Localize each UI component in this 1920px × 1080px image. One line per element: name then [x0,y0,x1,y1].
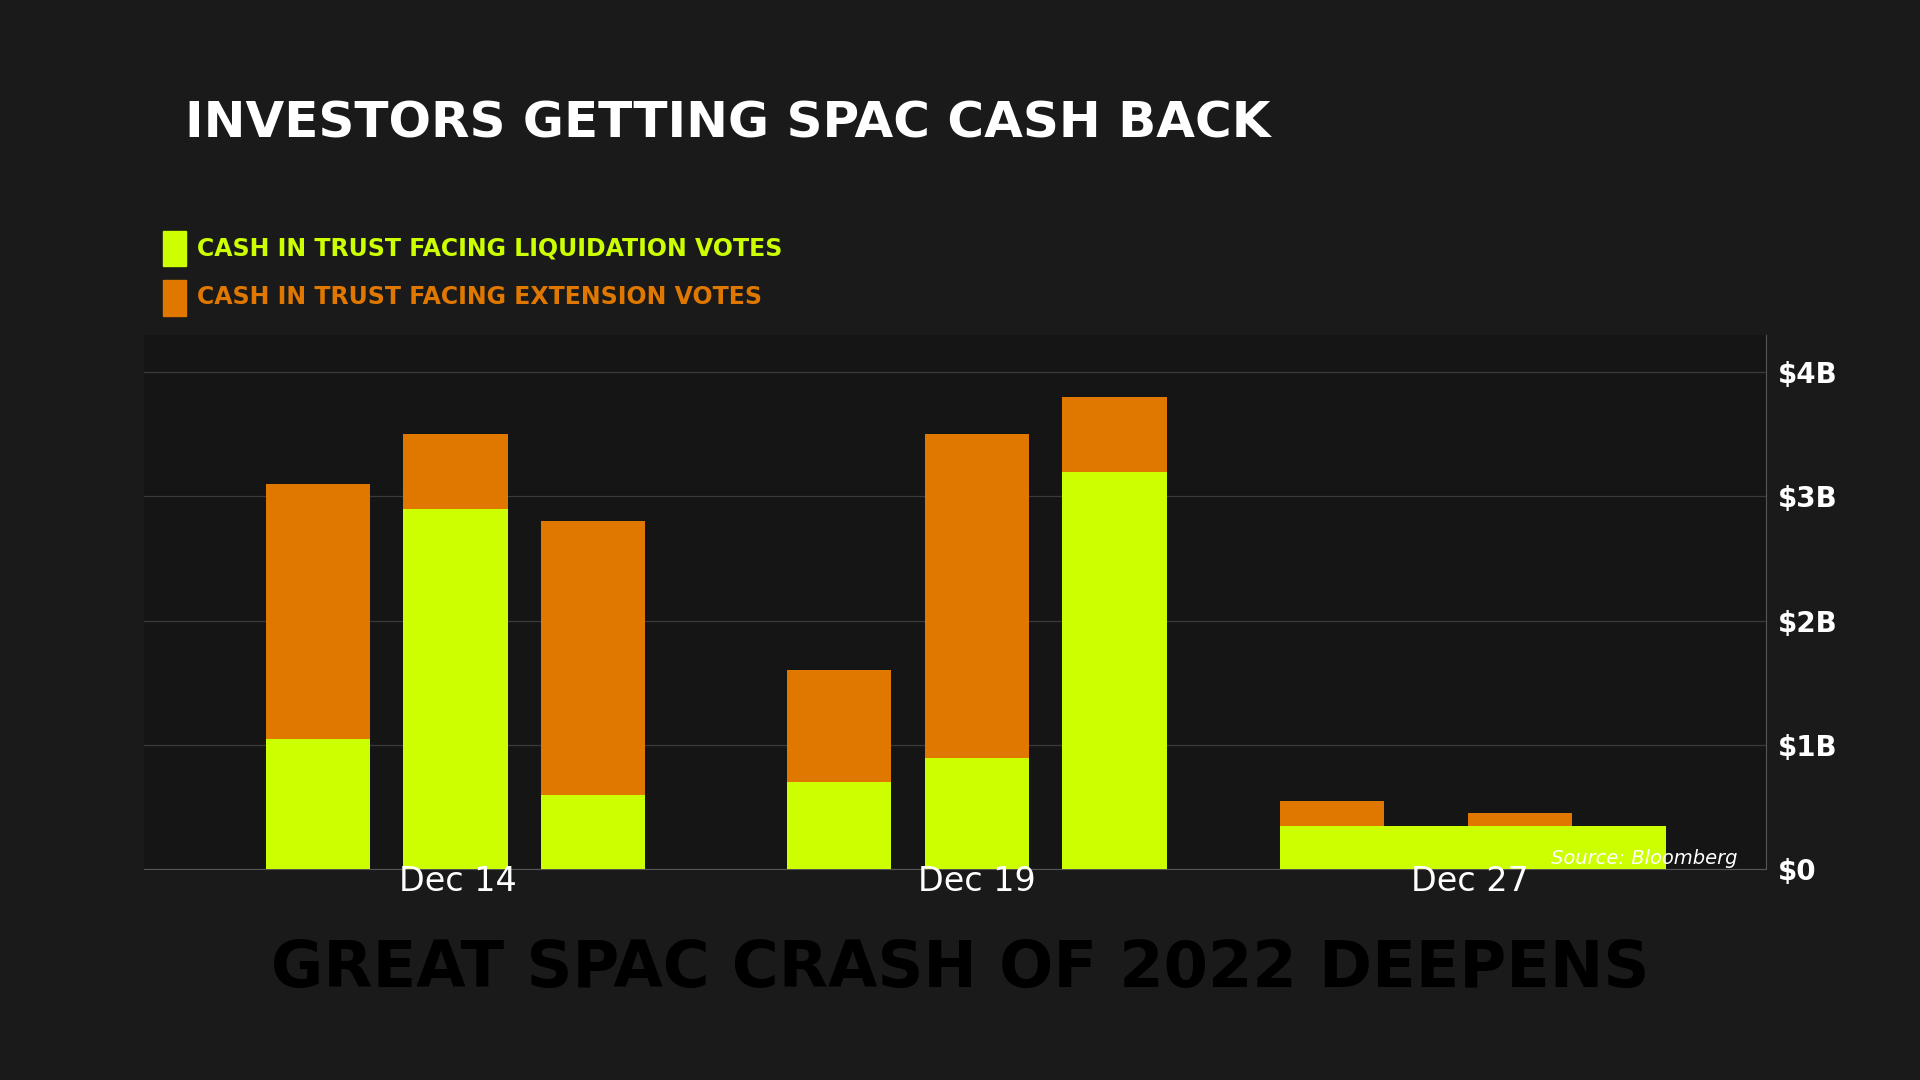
Bar [1563,826,1667,869]
Text: CASH IN TRUST FACING LIQUIDATION VOTES: CASH IN TRUST FACING LIQUIDATION VOTES [198,237,781,260]
Text: Dec 27: Dec 27 [1411,865,1528,897]
Bar [1279,801,1384,826]
Bar [403,509,507,869]
Text: Dec 14: Dec 14 [399,865,516,897]
Bar [541,522,645,795]
Bar [541,795,645,869]
Text: CASH IN TRUST FACING EXTENSION VOTES: CASH IN TRUST FACING EXTENSION VOTES [198,285,762,309]
Text: Source: Bloomberg: Source: Bloomberg [1551,849,1738,868]
Text: GREAT SPAC CRASH OF 2022 DEEPENS: GREAT SPAC CRASH OF 2022 DEEPENS [271,937,1649,1000]
Bar [1279,826,1384,869]
Bar [787,782,891,869]
Bar [403,434,507,509]
Bar [1062,397,1167,472]
Text: Dec 19: Dec 19 [918,865,1035,897]
Bar [265,739,371,869]
Text: INVESTORS GETTING SPAC CASH BACK: INVESTORS GETTING SPAC CASH BACK [184,99,1269,148]
Bar [925,434,1029,757]
Bar [925,757,1029,869]
Bar [265,484,371,739]
Bar [163,281,186,315]
Bar [1469,813,1572,826]
Bar [1469,826,1572,869]
Bar [1062,472,1167,869]
Bar [163,231,186,266]
Bar [1375,826,1478,869]
Bar [787,671,891,782]
